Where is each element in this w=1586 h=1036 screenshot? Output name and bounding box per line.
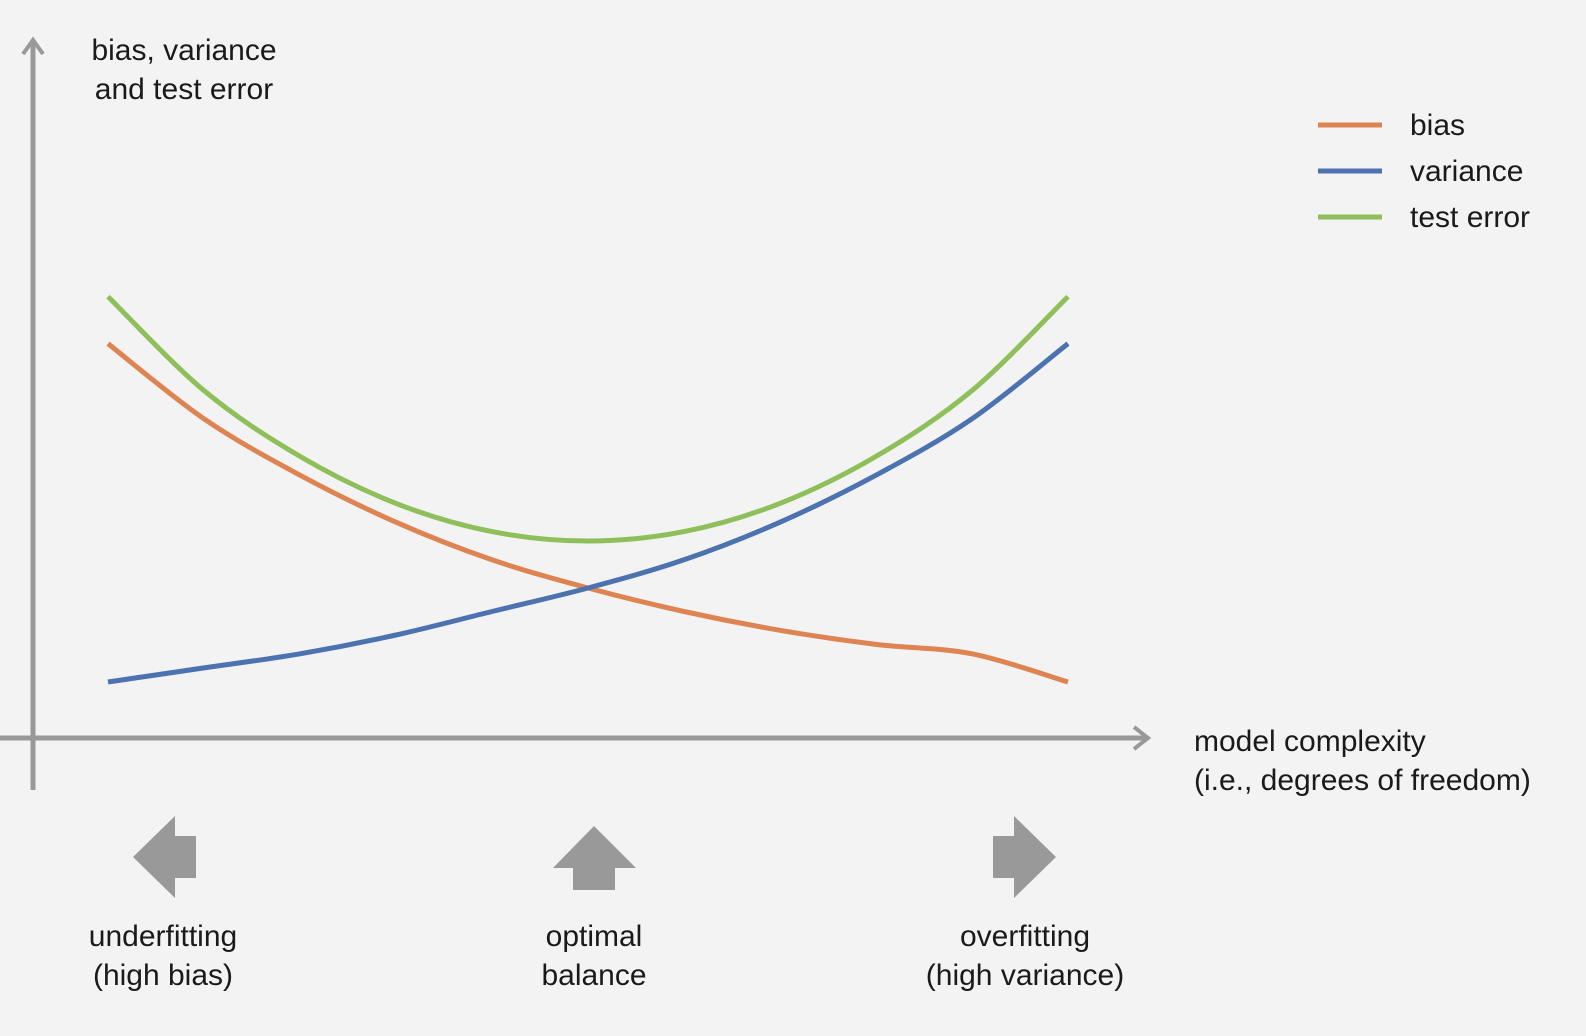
series-layer — [106, 294, 1070, 685]
annotation-overfitting-label: (high variance) — [926, 959, 1124, 992]
legend-label-bias: bias — [1410, 109, 1465, 142]
axes — [0, 36, 1152, 790]
arrow-up-icon — [553, 826, 636, 890]
y-axis-label: bias, variance — [91, 34, 276, 67]
legend: bias variance test error — [1318, 109, 1530, 234]
y-axis-arrowhead — [21, 36, 45, 56]
x-axis-arrowhead — [1132, 725, 1152, 751]
x-axis-label: (i.e., degrees of freedom) — [1194, 764, 1531, 797]
annotation-optimal-label: balance — [541, 959, 646, 992]
legend-label-variance: variance — [1410, 155, 1523, 188]
arrow-left-icon — [133, 816, 196, 898]
y-axis-label: and test error — [95, 73, 273, 106]
annotations: underfitting (high bias) optimal balance ove… — [89, 816, 1124, 992]
series-line-test-error — [106, 294, 1070, 544]
legend-label-test-error: test error — [1410, 201, 1530, 234]
labels: bias, variance and test error model comple… — [91, 34, 1530, 797]
series-line-bias — [106, 341, 1069, 685]
annotation-optimal-label: optimal — [546, 920, 643, 953]
annotation-underfitting-label: (high bias) — [93, 959, 233, 992]
arrow-right-icon — [993, 816, 1056, 898]
annotation-overfitting-label: overfitting — [960, 920, 1090, 953]
x-axis-label: model complexity — [1194, 725, 1426, 758]
series-line-variance — [107, 341, 1070, 685]
annotation-underfitting-label: underfitting — [89, 920, 237, 953]
